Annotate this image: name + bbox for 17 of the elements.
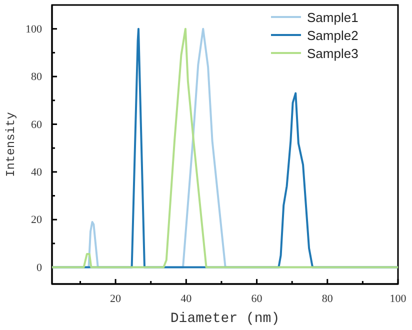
x-tick-label: 40	[180, 292, 192, 305]
y-tick-label: 60	[31, 118, 42, 131]
y-tick-label: 0	[36, 262, 42, 274]
y-axis-title: Intensity	[4, 112, 18, 177]
legend-label: Sample2	[307, 28, 358, 43]
x-tick-label: 80	[322, 292, 334, 305]
y-tick-label: 20	[31, 214, 42, 226]
y-tick-label: 40	[31, 166, 42, 178]
x-tick-label: 20	[110, 292, 122, 305]
legend-label: Sample1	[307, 10, 358, 25]
y-tick-label: 100	[26, 23, 42, 36]
line-series	[51, 28, 399, 268]
y-tick-label: 80	[31, 71, 42, 84]
legend-label: Sample3	[307, 46, 358, 61]
x-axis-title: Diameter (nm)	[170, 311, 280, 327]
x-tick-label: 60	[251, 292, 263, 305]
x-tick-label: 100	[390, 292, 407, 305]
